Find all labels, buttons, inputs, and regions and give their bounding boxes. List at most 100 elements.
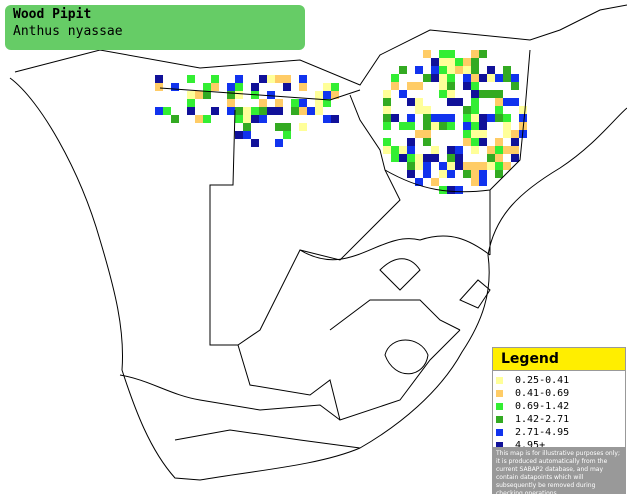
cell [495,170,503,178]
cell [495,114,503,122]
cell [479,90,487,98]
cell [407,146,415,154]
legend-list: 0.25-0.41 0.41-0.69 0.69-1.42 1.42-2.71 2.71… [493,371,625,452]
legend-item: 0.25-0.41 [493,374,625,387]
border [299,235,491,261]
cell [471,82,479,90]
cell [383,146,391,154]
cell [455,154,463,162]
cell [323,115,331,123]
legend-item: 2.71-4.95 [493,426,625,439]
cell [331,91,339,99]
cell [259,99,267,107]
cell [447,154,455,162]
cell [463,122,471,130]
cell [283,123,291,131]
cell [463,82,471,90]
cell [439,122,447,130]
scientific-name: Anthus nyassae [13,24,123,39]
cell [315,107,323,115]
cell [423,154,431,162]
cell [423,114,431,122]
cell [455,146,463,154]
cell [415,98,423,106]
border [209,94,401,346]
cell [423,138,431,146]
cell [195,115,203,123]
cell [423,122,431,130]
cell [511,74,519,82]
cell [415,130,423,138]
cell [407,98,415,106]
cell [479,122,487,130]
cell [431,66,439,74]
cell [471,50,479,58]
cell [439,58,447,66]
cell [503,114,511,122]
cell [463,162,471,170]
legend: Legend 0.25-0.41 0.41-0.69 0.69-1.42 1.42-2… [492,347,626,497]
legend-label: 0.25-0.41 [515,375,570,386]
border [459,279,491,309]
legend-swatch [496,416,503,423]
cell [511,82,519,90]
cell [503,98,511,106]
cell [439,186,447,194]
cell [423,130,431,138]
cell [251,139,259,147]
cell [299,75,307,83]
cell [155,83,163,91]
legend-title: Legend [493,348,625,371]
cell [463,106,471,114]
cell [423,74,431,82]
cell [383,98,391,106]
cell [383,90,391,98]
cell [283,131,291,139]
cell [439,162,447,170]
border [14,4,627,86]
cell [455,162,463,170]
cell [227,83,235,91]
cell [299,83,307,91]
legend-swatch [496,403,503,410]
legend-item: 0.69-1.42 [493,400,625,413]
cell [439,114,447,122]
occurrence-cells [155,50,527,194]
cell [463,114,471,122]
cell [399,146,407,154]
legend-item: 0.41-0.69 [493,387,625,400]
cell [447,82,455,90]
cell [439,74,447,82]
cell [447,66,455,74]
border [174,429,361,449]
cell [227,91,235,99]
cell [203,115,211,123]
legend-swatch [496,442,503,449]
cell [431,122,439,130]
cell [471,114,479,122]
cell [187,107,195,115]
cell [455,186,463,194]
cell [431,58,439,66]
cell [471,146,479,154]
cell [251,115,259,123]
cell [511,130,519,138]
cell [171,115,179,123]
cell [251,107,259,115]
cell [479,178,487,186]
cell [299,99,307,107]
cell [391,114,399,122]
cell [471,170,479,178]
cell [447,74,455,82]
cell [275,99,283,107]
cell [487,90,495,98]
cell [235,75,243,83]
cell [275,123,283,131]
cell [487,154,495,162]
cell [503,122,511,130]
cell [235,83,243,91]
cell [511,154,519,162]
legend-label: 2.71-4.95 [515,427,570,438]
